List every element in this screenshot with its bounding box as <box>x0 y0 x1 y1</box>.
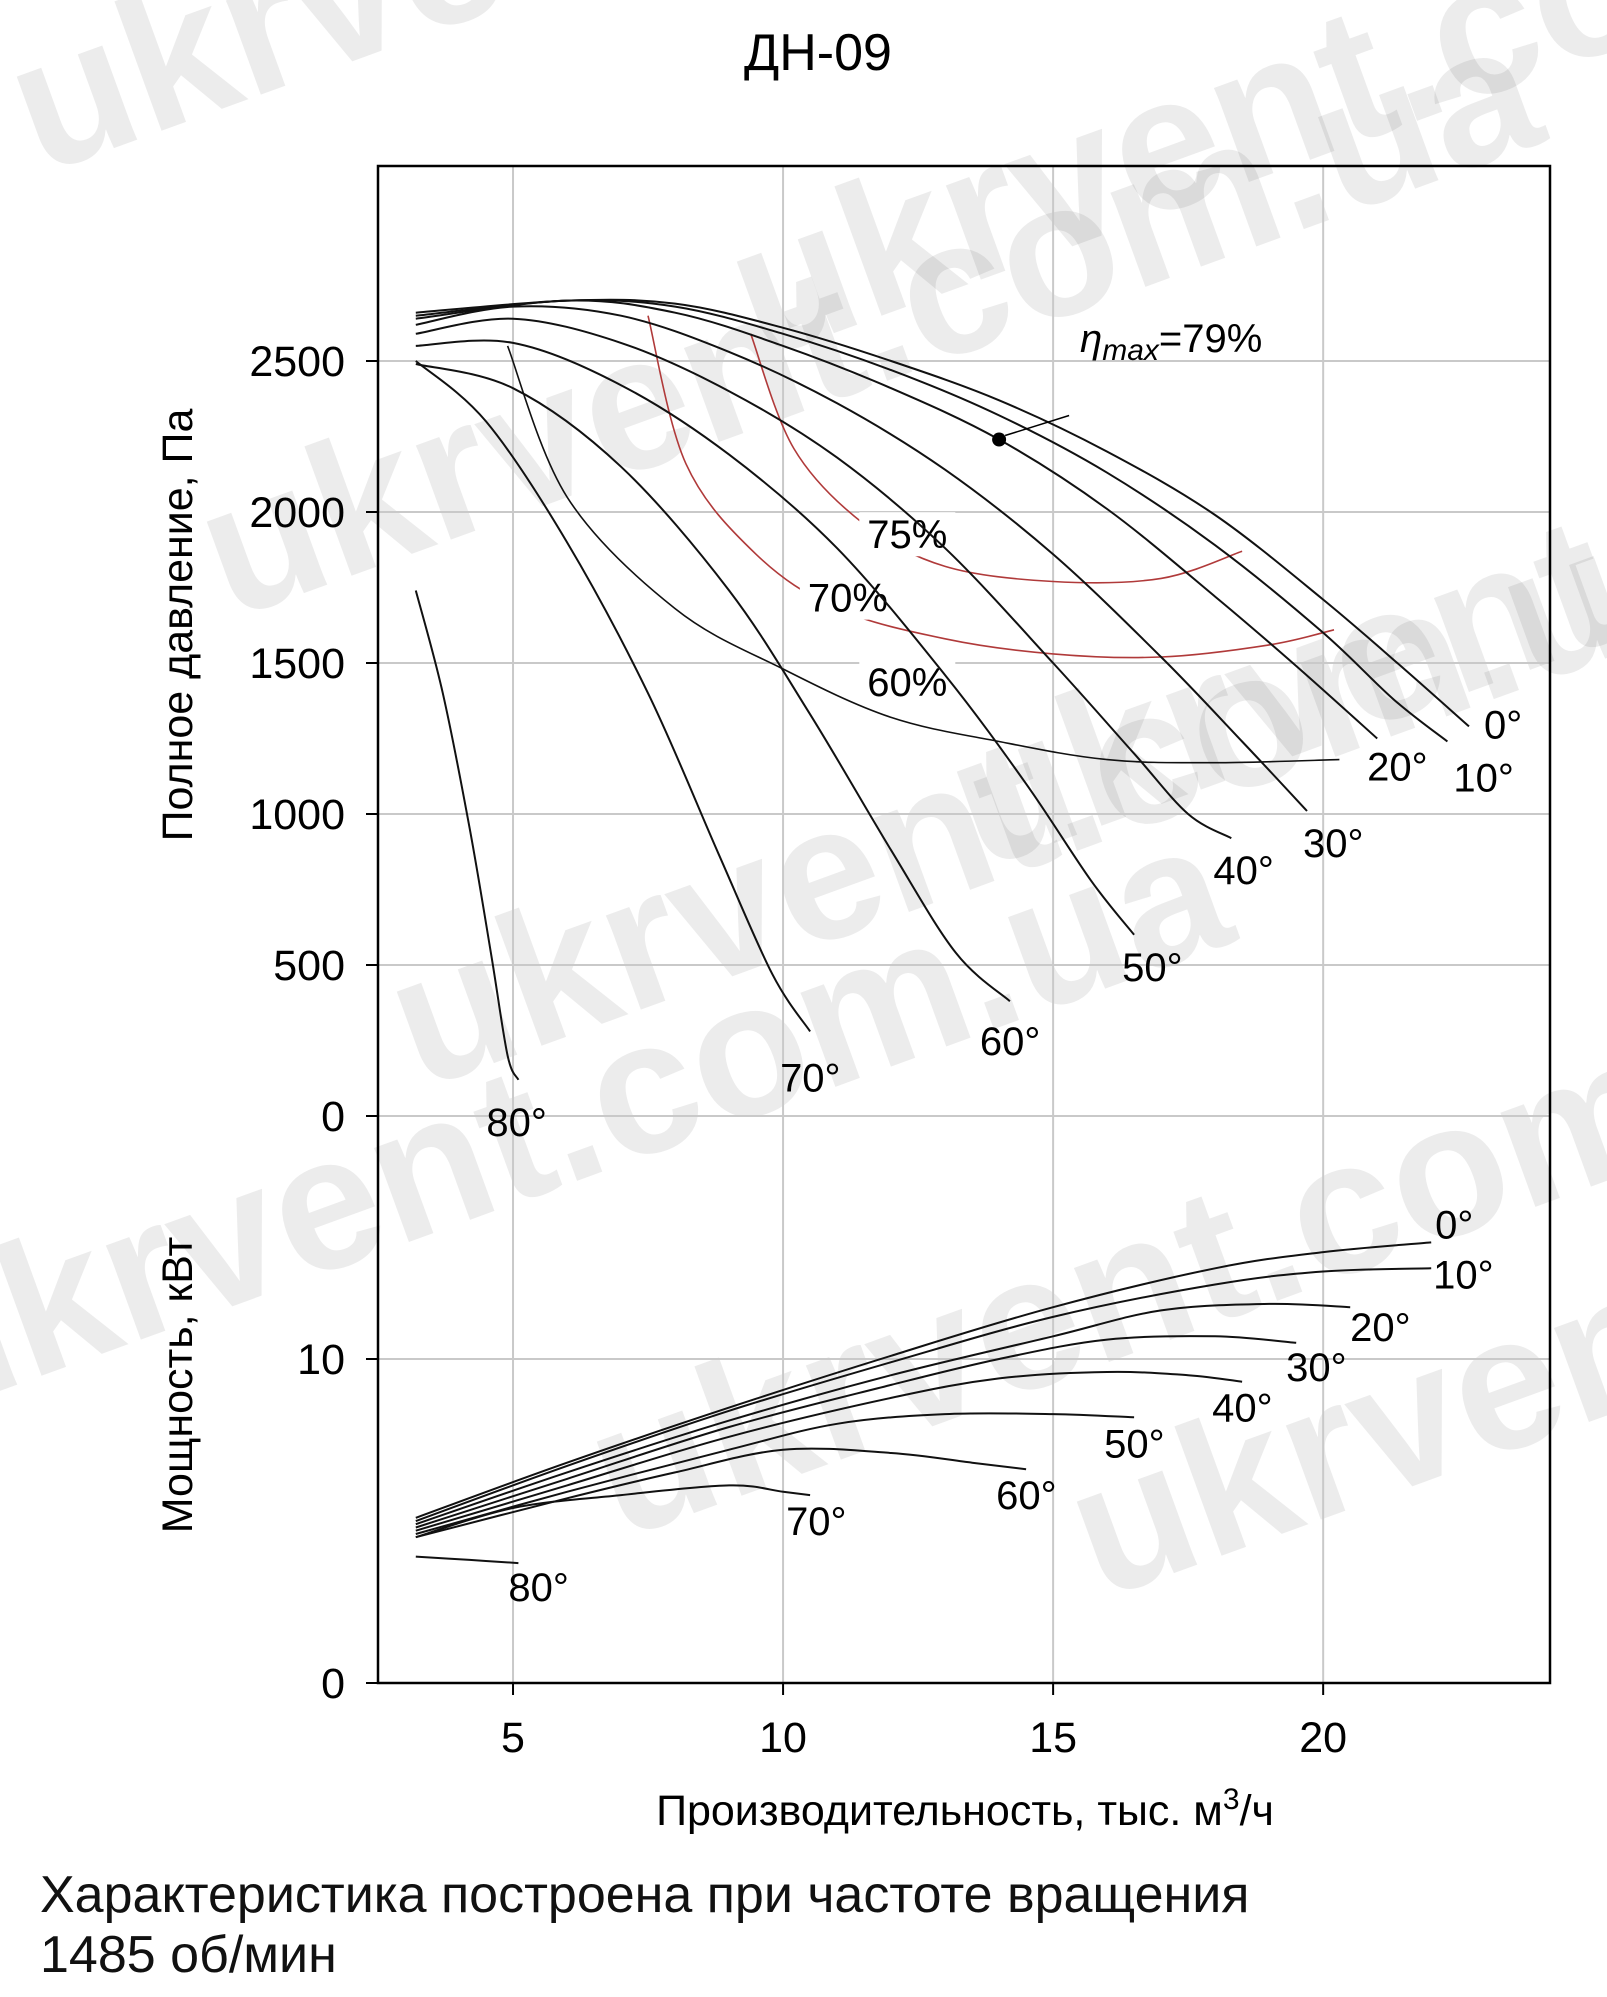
pressure-curve-0deg <box>415 298 1470 728</box>
x-tick-label: 15 <box>1029 1714 1077 1762</box>
power-curve-label: 20° <box>1350 1306 1411 1350</box>
max-efficiency-label: ηmax=79% <box>1080 317 1262 367</box>
power-tick-label: 0 <box>321 1660 345 1708</box>
power-curve-label: 0° <box>1435 1203 1473 1247</box>
x-axis-title: Производительность, тыс. м3/ч <box>656 1783 1274 1835</box>
pressure-curve-40deg <box>415 317 1232 840</box>
pressure-curve-label: 80° <box>486 1101 547 1145</box>
x-tick-label: 20 <box>1299 1714 1347 1762</box>
power-curve-label: 60° <box>996 1474 1057 1518</box>
watermark: ukrvent.com.uaukrvent.com.uaukrvent.com.… <box>0 0 1607 1639</box>
power-curve-label: 80° <box>508 1566 569 1610</box>
power-tick-label: 10 <box>297 1336 345 1384</box>
pressure-curve-60deg <box>415 363 1011 1002</box>
pressure-curve-20deg <box>415 299 1378 740</box>
efficiency-line-70 <box>647 315 1335 659</box>
label-backdrop <box>859 512 956 557</box>
power-axis-title: Мощность, кВт <box>154 1237 202 1534</box>
efficiency-label: 75% <box>867 513 947 557</box>
pressure-tick-label: 500 <box>273 942 345 990</box>
pressure-tick-label: 2500 <box>249 338 345 386</box>
pressure-curve-label: 20° <box>1367 746 1428 790</box>
power-curve-label: 10° <box>1433 1253 1494 1297</box>
pressure-curve-30deg <box>415 305 1308 812</box>
efficiency-label: 60% <box>867 661 947 705</box>
pressure-curve-label: 50° <box>1122 946 1183 990</box>
max-efficiency-leader <box>1004 414 1070 437</box>
pressure-axis-title: Полное давление, Па <box>154 409 202 842</box>
label-backdrop <box>799 575 896 620</box>
pressure-tick-label: 1500 <box>249 640 345 688</box>
footnote-line-1: Характеристика построена при частоте вра… <box>40 1866 1250 1924</box>
power-curve-70deg <box>415 1484 811 1539</box>
pressure-tick-label: 0 <box>321 1093 345 1141</box>
efficiency-line-75 <box>749 333 1243 584</box>
rotation-speed-footnote: Характеристика построена при частоте вра… <box>40 1865 1580 1985</box>
power-curve-label: 40° <box>1212 1387 1273 1431</box>
pressure-curve-80deg <box>414 590 520 1081</box>
footnote-line-2: 1485 об/мин <box>40 1926 337 1984</box>
power-curve-label: 70° <box>786 1500 847 1544</box>
power-curve-50deg <box>415 1412 1135 1535</box>
power-curve-30deg <box>415 1335 1297 1529</box>
power-curve-label: 30° <box>1286 1346 1347 1390</box>
plot-frame <box>376 164 1552 1685</box>
power-curve-20deg <box>415 1302 1351 1526</box>
pressure-curve-label: 0° <box>1484 703 1522 747</box>
power-curve-80deg <box>415 1555 519 1565</box>
pressure-curve-label: 10° <box>1453 757 1514 801</box>
power-curve-40deg <box>415 1370 1243 1532</box>
pressure-curve-label: 40° <box>1213 849 1274 893</box>
pressure-curve-50deg <box>415 339 1135 936</box>
chart-title: ДН-09 <box>744 24 892 82</box>
pressure-curve-10deg <box>415 299 1449 743</box>
pressure-curve-70deg <box>415 360 811 1032</box>
power-curve-label: 50° <box>1104 1422 1165 1466</box>
pressure-curve-label: 70° <box>780 1056 841 1100</box>
pressure-tick-label: 2000 <box>249 489 345 537</box>
efficiency-line-60 <box>506 345 1340 764</box>
pressure-curve-label: 60° <box>980 1020 1041 1064</box>
power-curve-10deg <box>415 1267 1432 1522</box>
x-tick-label: 5 <box>501 1714 525 1762</box>
max-efficiency-point <box>992 432 1007 447</box>
pressure-curve-label: 30° <box>1303 822 1364 866</box>
efficiency-label: 70% <box>808 577 888 621</box>
power-curve-0deg <box>415 1241 1432 1519</box>
x-tick-label: 10 <box>759 1714 807 1762</box>
pressure-tick-label: 1000 <box>249 791 345 839</box>
